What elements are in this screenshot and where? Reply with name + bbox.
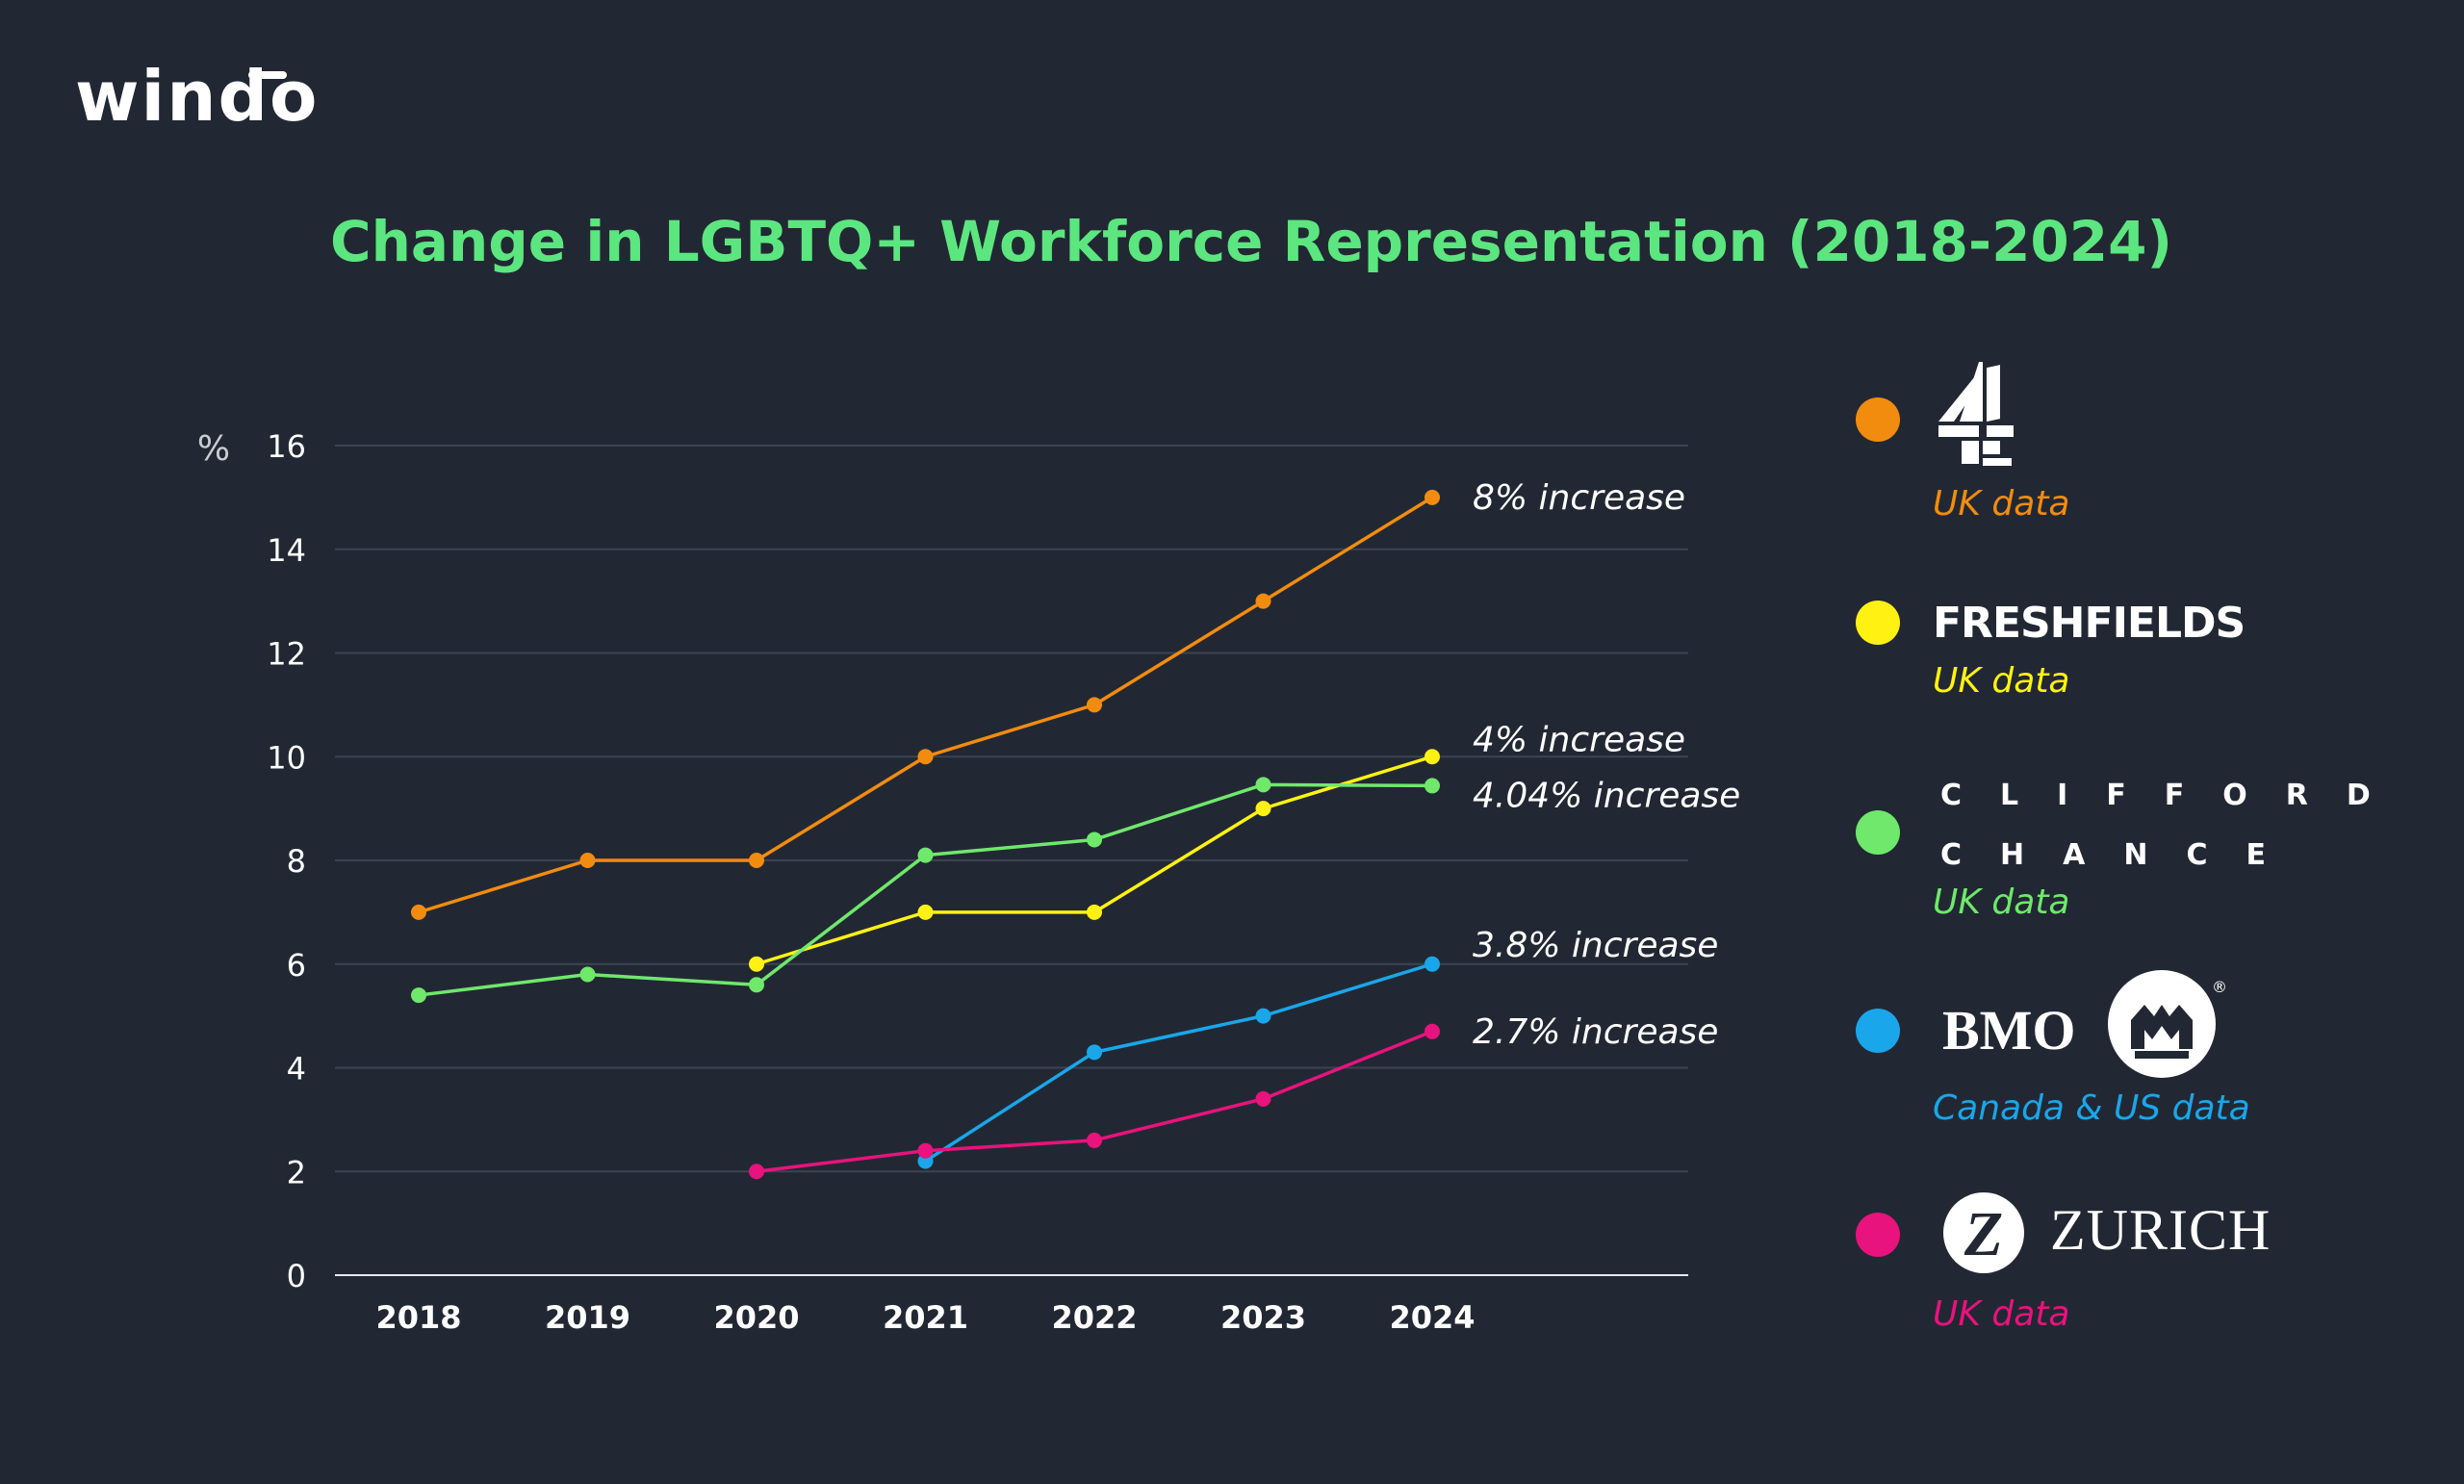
data-point-freshfields (1087, 904, 1102, 920)
y-tick-label: 6 (287, 947, 306, 984)
x-tick-label: 2024 (1389, 1299, 1475, 1336)
data-point-freshfields (749, 956, 764, 972)
legend-sub-clifford: UK data (1933, 883, 2070, 922)
legend-sub-bmo: Canada & US data (1933, 1088, 2250, 1128)
zurich-mark-letter: Z (1964, 1199, 2003, 1269)
legend-dot-channel4 (1856, 397, 1900, 442)
y-tick-label: 14 (267, 532, 306, 569)
data-point-zurich (1424, 1023, 1440, 1039)
y-tick-label: 2 (287, 1154, 306, 1190)
data-point-bmo (1255, 1008, 1271, 1024)
x-tick-label: 2021 (883, 1299, 968, 1336)
data-point-channel-4 (1255, 593, 1271, 609)
channel4-logo-icon (1938, 362, 2014, 466)
legend-sub-zurich: UK data (1933, 1294, 2070, 1334)
data-point-clifford-chance (1087, 832, 1102, 848)
freshfields-logo: FRESHFIELDS (1933, 599, 2246, 648)
series-annotations: 8% increase 4% increase 4.04% increase 3.8%… (1473, 478, 1740, 1052)
data-point-freshfields (1255, 801, 1271, 817)
y-tick-label: 16 (267, 428, 306, 465)
series-line-bmo (924, 962, 1433, 1163)
data-point-channel-4 (1087, 697, 1102, 713)
annotation-zurich: 2.7% increase (1473, 1012, 1718, 1052)
data-point-channel-4 (749, 853, 764, 868)
y-tick-label: 12 (267, 636, 306, 673)
legend-dot-clifford (1856, 810, 1900, 855)
series-lines (418, 496, 1433, 1173)
data-point-clifford-chance (579, 966, 596, 983)
y-tick-label: 8 (287, 843, 306, 880)
data-point-channel-4 (579, 853, 596, 868)
legend-dot-freshfields (1856, 601, 1900, 645)
data-point-zurich (1087, 1132, 1102, 1148)
brand-logo-macron (248, 71, 287, 79)
zurich-logo: ZURICH (2050, 1198, 2272, 1262)
x-tick-label: 2019 (545, 1299, 630, 1336)
data-point-zurich (749, 1164, 764, 1180)
data-point-channel-4 (411, 904, 426, 920)
x-tick-label: 2018 (375, 1299, 461, 1336)
legend-sub-channel4: UK data (1933, 484, 2070, 524)
data-point-bmo (1424, 956, 1440, 972)
chart-title: Change in LGBTQ+ Workforce Representatio… (330, 209, 2172, 274)
annotation-channel-4: 8% increase (1473, 478, 1685, 518)
legend-dot-zurich (1856, 1213, 1900, 1257)
data-point-freshfields (1424, 749, 1440, 765)
legend-sub-freshfields: UK data (1933, 661, 2070, 701)
clifford-logo-line1: CLIFFORD (1940, 779, 2409, 812)
data-point-clifford-chance (1255, 777, 1271, 793)
data-point-bmo (1087, 1044, 1102, 1061)
y-tick-label: 4 (287, 1051, 306, 1087)
data-point-freshfields (917, 904, 934, 920)
grid-lines (335, 445, 1688, 1276)
x-tick-label: 2023 (1220, 1299, 1306, 1336)
x-tick-label: 2022 (1051, 1299, 1137, 1336)
y-tick-label: 10 (267, 739, 306, 776)
bmo-logo: BMO (1942, 999, 2076, 1062)
data-point-channel-4 (917, 749, 934, 765)
data-point-clifford-chance (411, 987, 426, 1004)
data-point-clifford-chance (1424, 778, 1440, 794)
axes: % 0 2 4 6 8 10 12 14 16 2018 2019 2020 2021 2022 2023 2… (197, 428, 1476, 1336)
y-tick-label: 0 (287, 1258, 306, 1294)
data-point-zurich (1255, 1090, 1271, 1107)
bmo-registered-mark: ® (2212, 978, 2227, 996)
legend-dot-bmo (1856, 1009, 1900, 1053)
series-points (411, 489, 1440, 1180)
annotation-bmo: 3.8% increase (1473, 926, 1718, 965)
clifford-logo-line2: CHANCE (1940, 838, 2304, 872)
data-point-clifford-chance (749, 977, 764, 993)
annotation-freshfields: 4% increase (1473, 720, 1685, 759)
x-tick-label: 2020 (713, 1299, 799, 1336)
y-axis-label: % (197, 429, 230, 469)
data-point-channel-4 (1424, 489, 1440, 505)
data-point-clifford-chance (917, 847, 934, 863)
data-point-zurich (917, 1142, 934, 1159)
zurich-mark-icon: Z (1943, 1192, 2024, 1273)
bmo-roundel-icon (2108, 970, 2216, 1078)
annotation-clifford-chance: 4.04% increase (1473, 776, 1740, 815)
